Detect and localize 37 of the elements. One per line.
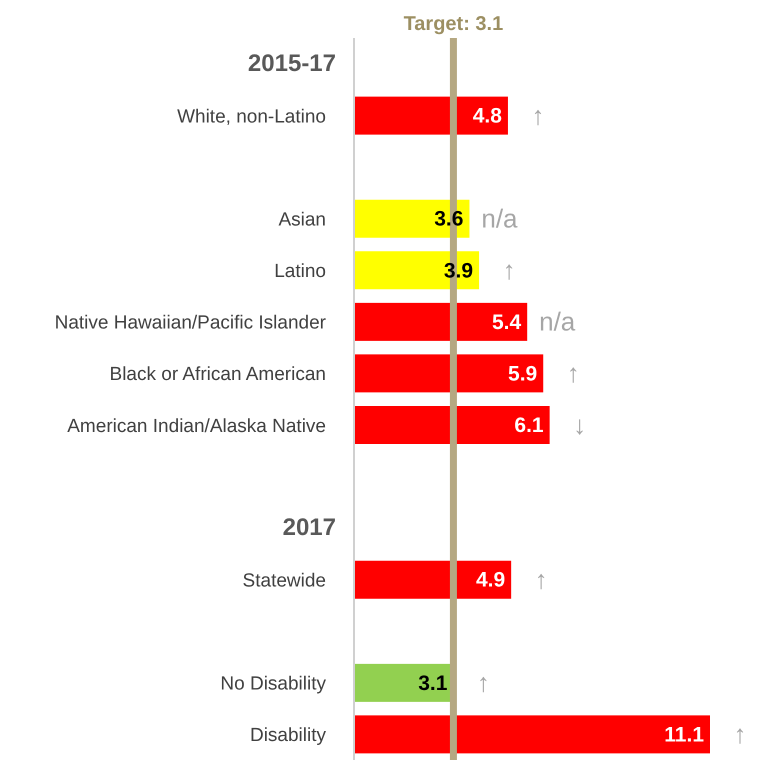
annotation: ↑ [734, 719, 746, 750]
data-label: 4.9 [476, 568, 506, 592]
y-tick-label: 2015-17 [248, 50, 336, 77]
bar [354, 251, 480, 290]
bar [354, 406, 550, 444]
data-label: 4.8 [472, 104, 502, 128]
y-tick-label: Statewide [242, 570, 326, 592]
annotation: ↑ [502, 255, 516, 286]
y-tick-label: White, non-Latino [177, 106, 326, 128]
y-tick-label: No Disability [220, 674, 326, 695]
annotation: ↑ [534, 564, 548, 594]
data-label: 5.4 [492, 310, 522, 334]
y-tick-label: American Indian/Alaska Native [67, 416, 326, 437]
annotation: ↑ [476, 668, 490, 698]
y-tick-label: Native Hawaiian/Pacific Islander [54, 312, 327, 334]
annotation: ↓ [573, 410, 586, 440]
ref-line-label: Target: 3.1 [404, 13, 504, 35]
bar [354, 715, 710, 754]
y-tick-label: 2017 [282, 514, 336, 541]
annotation: ↑ [566, 358, 580, 388]
y-tick-label: Asian [278, 210, 326, 230]
bar [354, 354, 544, 392]
annotation: n/a [539, 306, 576, 337]
bar [354, 96, 508, 135]
bar [354, 302, 528, 341]
y-tick-label: Disability [250, 725, 326, 746]
data-label: 3.1 [418, 672, 448, 695]
y-tick-label: Black or African American [110, 364, 326, 386]
annotation: ↑ [531, 100, 544, 130]
data-label: 11.1 [664, 723, 704, 746]
data-label: 5.9 [508, 362, 538, 386]
data-label: 3.9 [444, 259, 474, 282]
data-label: 3.6 [434, 208, 464, 231]
data-label: 6.1 [514, 414, 544, 437]
bar [354, 560, 512, 599]
annotation: n/a [481, 204, 518, 234]
y-tick-label: Latino [274, 261, 326, 282]
